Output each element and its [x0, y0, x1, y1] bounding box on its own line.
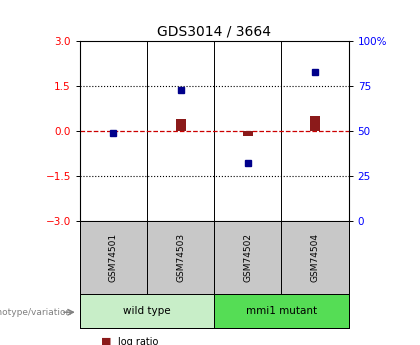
Bar	[80, 294, 214, 328]
Bar	[310, 116, 320, 131]
Bar	[214, 294, 349, 328]
Bar	[176, 119, 186, 131]
Bar	[147, 221, 214, 294]
Bar	[243, 131, 253, 137]
Text: log ratio: log ratio	[118, 337, 158, 345]
Bar	[80, 221, 147, 294]
Text: GSM74501: GSM74501	[109, 233, 118, 282]
Text: ■: ■	[101, 337, 111, 345]
Bar	[214, 221, 281, 294]
Text: GSM74503: GSM74503	[176, 233, 185, 282]
Text: mmi1 mutant: mmi1 mutant	[246, 306, 317, 316]
Text: GSM74502: GSM74502	[243, 233, 252, 282]
Text: genotype/variation: genotype/variation	[0, 308, 71, 317]
Bar	[108, 130, 118, 131]
Bar	[281, 221, 349, 294]
Text: wild type: wild type	[123, 306, 171, 316]
Title: GDS3014 / 3664: GDS3014 / 3664	[157, 25, 271, 39]
Text: GSM74504: GSM74504	[310, 233, 320, 282]
